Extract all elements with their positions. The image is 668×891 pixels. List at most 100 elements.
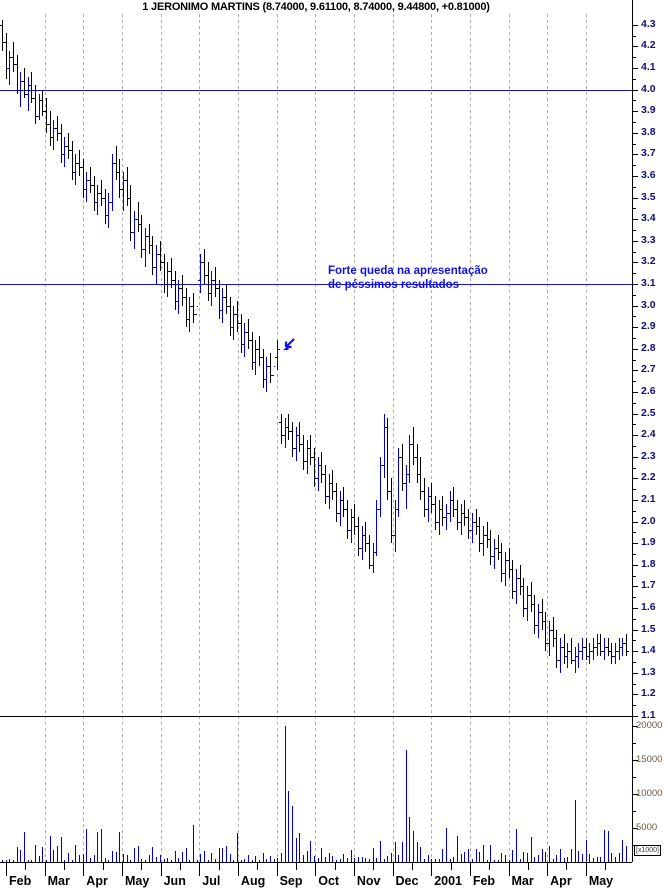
ohlc-open-tick — [540, 612, 542, 614]
ohlc-bar — [189, 296, 190, 332]
ytick-2.6 — [633, 392, 638, 393]
ohlc-open-tick — [437, 521, 439, 523]
volume-bar — [171, 859, 172, 862]
volume-bar — [626, 845, 627, 862]
xtick-minor-12 — [489, 863, 491, 870]
ohlc-open-tick — [51, 137, 53, 139]
volume-bar — [134, 847, 135, 862]
volume-bar — [13, 859, 14, 862]
xtick-jun — [160, 863, 162, 876]
ohlc-bar — [296, 426, 297, 462]
volume-bar — [152, 846, 153, 862]
ohlc-open-tick — [598, 642, 600, 644]
ohlc-open-tick — [444, 517, 446, 519]
ohlc-open-tick — [195, 314, 197, 316]
ohlc-open-tick — [532, 603, 534, 605]
price-label-2.3: 2.3 — [641, 449, 656, 462]
ohlc-bar — [175, 271, 176, 310]
price-label-2.4: 2.4 — [641, 428, 656, 441]
ohlc-open-tick — [29, 85, 31, 87]
ohlc-open-tick — [327, 495, 329, 497]
ytick-2.4 — [633, 435, 638, 437]
ohlc-bar — [204, 249, 205, 284]
ohlc-bar — [108, 193, 109, 228]
volume-bar — [582, 853, 583, 862]
volume-bar — [230, 853, 231, 862]
ohlc-bar — [494, 538, 495, 570]
ohlc-bar — [134, 210, 135, 250]
ohlc-bar — [358, 517, 359, 557]
ohlc-open-tick — [92, 184, 94, 186]
ohlc-bar — [428, 487, 429, 522]
volume-bar — [593, 858, 594, 862]
ohlc-bar — [127, 167, 128, 207]
ytick-minor-2.1 — [633, 510, 636, 512]
ohlc-bar — [336, 482, 337, 522]
volume-bar — [501, 852, 502, 862]
ohlc-open-tick — [338, 512, 340, 514]
price-label-1.3: 1.3 — [641, 665, 656, 678]
xtick-minor-1 — [63, 863, 65, 870]
ohlc-open-tick — [158, 253, 160, 255]
ohlc-bar — [164, 253, 165, 293]
ohlc-open-tick — [294, 448, 296, 450]
ohlc-open-tick — [415, 456, 417, 458]
ohlc-bar — [490, 530, 491, 565]
volume-bar — [343, 853, 344, 862]
x-label-mar: Mar — [511, 874, 534, 888]
ohlc-open-tick — [40, 100, 42, 102]
volume-bar — [186, 848, 187, 862]
ohlc-bar — [138, 201, 139, 233]
ohlc-bar — [116, 145, 117, 181]
ohlc-open-tick — [451, 500, 453, 501]
volume-bar — [527, 852, 528, 862]
ohlc-bar — [285, 417, 286, 449]
annotation-line-2: de péssimos resultados — [328, 279, 460, 291]
volume-bar — [354, 857, 355, 862]
ohlc-bar — [57, 115, 58, 142]
ohlc-bar — [509, 547, 510, 578]
x-label-dec: Dec — [395, 874, 419, 888]
ytick-2.5 — [633, 413, 638, 415]
volume-bar — [358, 856, 359, 862]
xtick-feb — [469, 863, 471, 876]
ohlc-bar — [402, 443, 403, 492]
volume-bar — [233, 859, 234, 862]
ohlc-open-tick — [352, 517, 354, 519]
ohlc-bar — [611, 642, 612, 665]
volume-bar — [531, 837, 532, 862]
volume-bar — [24, 831, 25, 862]
ohlc-bar — [409, 435, 410, 483]
ohlc-open-tick — [246, 331, 248, 333]
ohlc-open-tick — [367, 543, 369, 545]
ohlc-bar — [384, 413, 385, 479]
volume-bar — [424, 858, 425, 862]
volume-bar — [248, 855, 249, 862]
ytick-minor-3.9 — [633, 122, 636, 123]
ohlc-open-tick — [180, 288, 182, 290]
ohlc-open-tick — [330, 482, 332, 484]
volume-bar — [164, 859, 165, 862]
ohlc-bar — [501, 543, 502, 583]
volume-label-20000: 20000 — [636, 720, 663, 732]
ohlc-open-tick — [253, 361, 255, 363]
volume-bar — [380, 841, 381, 862]
price-label-1.4: 1.4 — [641, 644, 656, 657]
ytick-minor-1.7 — [633, 597, 636, 599]
volume-bar — [178, 858, 179, 862]
xtick-mar — [508, 863, 510, 876]
price-label-1.7: 1.7 — [641, 579, 656, 592]
ohlc-open-tick — [363, 534, 365, 536]
volume-bar — [586, 839, 587, 862]
ohlc-open-tick — [7, 68, 9, 69]
ohlc-bar — [332, 469, 333, 500]
price-panel[interactable] — [0, 14, 632, 716]
volume-panel[interactable] — [0, 716, 632, 862]
volume-bar — [299, 833, 300, 862]
ohlc-bar — [90, 167, 91, 194]
ohlc-open-tick — [213, 279, 215, 281]
ohlc-open-tick — [393, 534, 395, 536]
gridline-vol-jul — [199, 716, 201, 862]
volume-bar — [145, 859, 146, 862]
ohlc-open-tick — [150, 245, 152, 247]
